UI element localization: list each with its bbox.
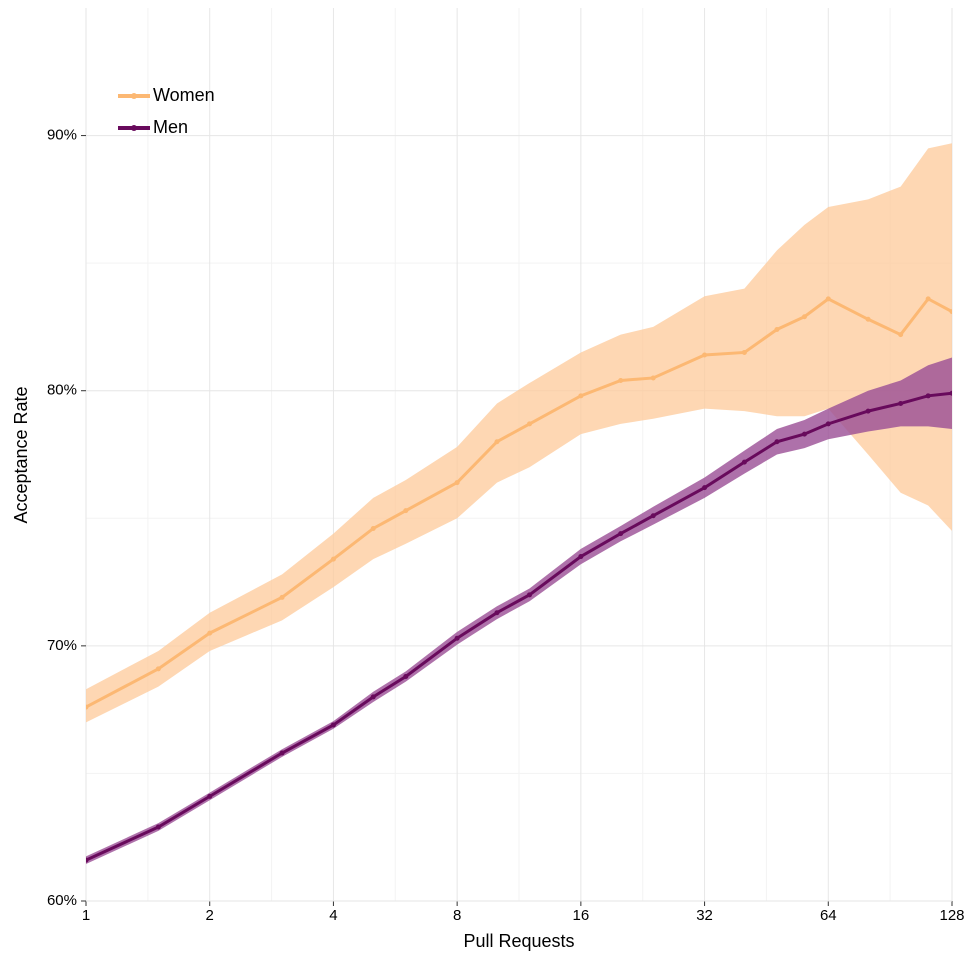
point [801,314,807,320]
y-axis-title: Acceptance Rate [11,386,31,523]
point [578,393,584,399]
point [86,857,89,863]
point [898,332,904,338]
point [702,352,708,358]
legend-label: Women [153,85,215,105]
point [650,513,656,519]
point [370,525,376,531]
x-tick-label: 16 [573,907,590,924]
point [330,722,336,728]
x-axis-title: Pull Requests [463,931,574,951]
point [865,316,871,322]
point [403,508,409,514]
x-tick-label: 2 [206,907,214,924]
point [741,349,747,355]
point [898,400,904,406]
point [925,393,931,399]
x-tick-label: 1 [82,907,90,924]
point [279,594,285,600]
y-tick-label: 80% [47,382,77,399]
point [925,296,931,302]
point [578,554,584,560]
point [618,531,624,537]
plot-area [86,143,952,865]
line [86,296,952,709]
confidence-band [86,143,952,723]
point [865,408,871,414]
legend-swatch-point [131,125,137,131]
point [618,378,624,384]
line [86,391,952,862]
point [494,439,500,445]
point [527,592,533,598]
point [207,793,213,799]
legend-label: Men [153,117,188,137]
point [370,694,376,700]
point [825,421,831,427]
confidence-band [86,357,952,865]
x-tick-label: 128 [939,907,964,924]
point [454,480,460,486]
point [650,375,656,381]
point [494,610,500,616]
point [825,296,831,302]
point [774,439,780,445]
point [86,704,89,710]
point [527,421,533,427]
point [403,673,409,679]
x-tick-label: 32 [696,907,713,924]
point [155,666,161,672]
point [801,431,807,437]
point [207,630,213,636]
y-tick-label: 70% [47,637,77,654]
point [741,459,747,465]
point [155,824,161,830]
point [949,309,952,315]
x-tick-label: 8 [453,907,461,924]
x-tick-label: 4 [329,907,337,924]
y-tick-label: 90% [47,127,77,144]
point [279,750,285,756]
x-tick-label: 64 [820,907,837,924]
y-tick-label: 60% [47,892,77,909]
point [330,556,336,562]
point [774,326,780,332]
point [702,485,708,491]
legend-swatch-point [131,93,137,99]
point [949,390,952,396]
point [454,635,460,641]
